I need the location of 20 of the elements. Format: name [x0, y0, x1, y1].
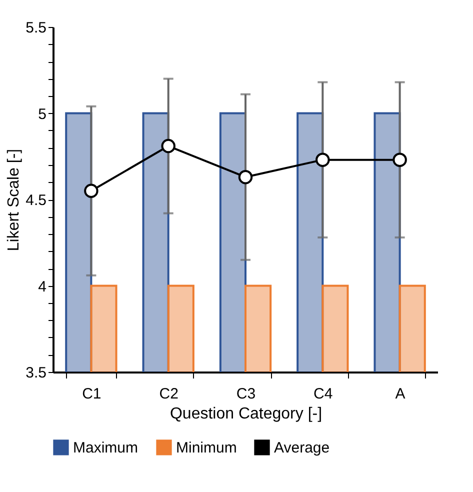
point: [316, 152, 330, 167]
x-tick-label: C3: [236, 386, 256, 402]
y-tick-label: 5.5: [26, 20, 46, 36]
x-tick-label: C4: [314, 386, 333, 402]
point: [238, 170, 253, 184]
legend-label: Maximum: [73, 439, 138, 456]
legend-label: Average: [274, 439, 330, 456]
y-tick-label: 3.5: [26, 364, 46, 382]
x-tick-label: A: [395, 386, 406, 402]
point: [392, 152, 407, 167]
y-axis-title: Likert Scale [-]: [6, 148, 23, 252]
x-tick-label: C2: [159, 386, 178, 402]
x-tick-label: C1: [82, 386, 102, 402]
y-tick-label: 5: [38, 106, 46, 123]
y-tick-label: 4.5: [26, 192, 46, 209]
point: [161, 138, 176, 154]
y-tick-label: 4: [38, 278, 46, 296]
legend-label: Minimum: [176, 439, 237, 456]
point: [84, 184, 98, 198]
x-axis-title: Question Category [-]: [170, 406, 322, 422]
